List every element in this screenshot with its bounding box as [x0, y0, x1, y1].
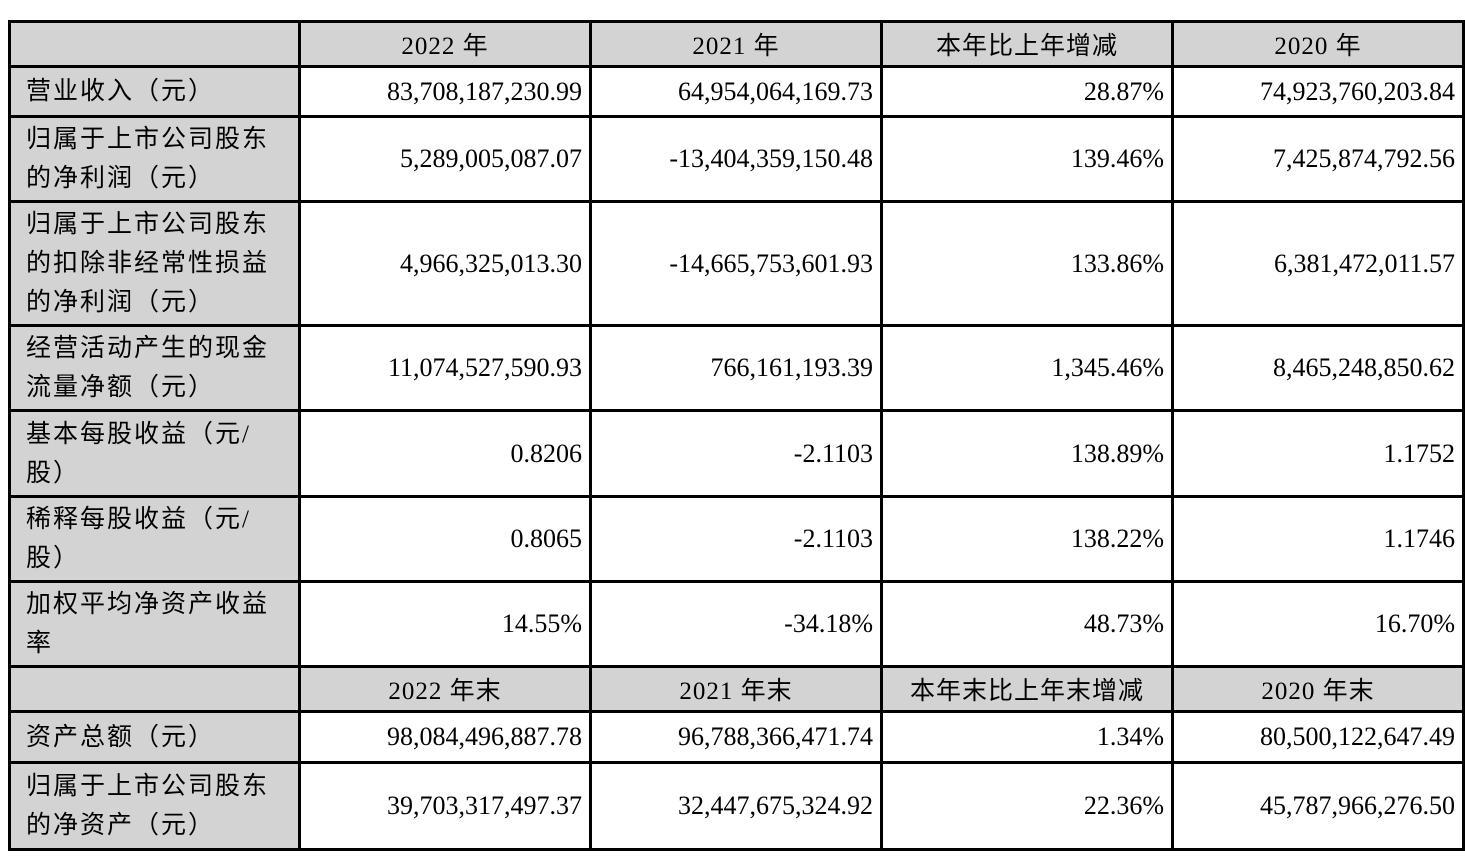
value-cell: 64,954,064,169.73 — [589, 65, 883, 118]
value-cell: 98,084,496,887.78 — [298, 710, 592, 764]
row-label-cell: 稀释每股收益（元/ 股） — [8, 495, 301, 583]
financial-summary-table: 2022 年 2021 年本年比上年增减 2020 年营业收入（元） 83,708,1… — [8, 20, 1465, 851]
value-cell: -2.1103 — [589, 495, 883, 583]
header-row: 2022 年 2021 年本年比上年增减 2020 年 — [8, 20, 1465, 68]
table-row: 经营活动产生的现金 流量净额（元） 11,074,527,590.93 766,16… — [8, 324, 1465, 412]
value-cell: 1.34% — [880, 710, 1174, 764]
column-header-cell: 本年比上年增减 — [880, 20, 1174, 68]
value-cell: 28.87% — [880, 65, 1174, 118]
value-cell: 7,425,874,792.56 — [1171, 115, 1465, 203]
value-cell: 16.70% — [1171, 580, 1465, 668]
table-row: 资产总额（元） 98,084,496,887.78 96,788,366,471.7… — [8, 710, 1465, 764]
row-label-cell: 营业收入（元） — [8, 65, 301, 118]
table-row: 稀释每股收益（元/ 股） 0.8065 -2.1103 138.22% 1.1746 — [8, 495, 1465, 583]
value-cell: -34.18% — [589, 580, 883, 668]
value-cell: 39,703,317,497.37 — [298, 761, 592, 851]
column-header-cell: 2020 年 — [1171, 20, 1465, 68]
column-header-cell: 2021 年末 — [589, 665, 883, 713]
value-cell: 8,465,248,850.62 — [1171, 324, 1465, 412]
row-label-cell: 归属于上市公司股东 的净利润（元） — [8, 115, 301, 203]
value-cell: -2.1103 — [589, 409, 883, 498]
table-row: 归属于上市公司股东 的扣除非经常性损益 的净利润（元） 4,966,325,013… — [8, 200, 1465, 327]
column-header-cell: 本年末比上年末增减 — [880, 665, 1174, 713]
header-empty-cell — [8, 665, 301, 713]
value-cell: 74,923,760,203.84 — [1171, 65, 1465, 118]
value-cell: -13,404,359,150.48 — [589, 115, 883, 203]
value-cell: 4,966,325,013.30 — [298, 200, 592, 327]
row-label-cell: 基本每股收益（元/ 股） — [8, 409, 301, 498]
value-cell: 1.1746 — [1171, 495, 1465, 583]
value-cell: -14,665,753,601.93 — [589, 200, 883, 327]
row-label-cell: 加权平均净资产收益 率 — [8, 580, 301, 668]
value-cell: 45,787,966,276.50 — [1171, 761, 1465, 851]
value-cell: 766,161,193.39 — [589, 324, 883, 412]
value-cell: 1.1752 — [1171, 409, 1465, 498]
table-row: 营业收入（元） 83,708,187,230.99 64,954,064,169.7… — [8, 65, 1465, 118]
column-header-cell: 2021 年 — [589, 20, 883, 68]
value-cell: 5,289,005,087.07 — [298, 115, 592, 203]
value-cell: 32,447,675,324.92 — [589, 761, 883, 851]
table-row: 基本每股收益（元/ 股） 0.8206 -2.1103 138.89% 1.1752 — [8, 409, 1465, 498]
row-label-cell: 归属于上市公司股东 的扣除非经常性损益 的净利润（元） — [8, 200, 301, 327]
header-empty-cell — [8, 20, 301, 68]
value-cell: 139.46% — [880, 115, 1174, 203]
value-cell: 22.36% — [880, 761, 1174, 851]
row-label-cell: 经营活动产生的现金 流量净额（元） — [8, 324, 301, 412]
value-cell: 48.73% — [880, 580, 1174, 668]
value-cell: 133.86% — [880, 200, 1174, 327]
header-row: 2022 年末 2021 年末 本年末比上年末增减 2020 年末 — [8, 665, 1465, 713]
table-row: 加权平均净资产收益 率 14.55% -34.18% 48.73% 16.70% — [8, 580, 1465, 668]
value-cell: 0.8206 — [298, 409, 592, 498]
value-cell: 0.8065 — [298, 495, 592, 583]
column-header-cell: 2022 年末 — [298, 665, 592, 713]
column-header-cell: 2020 年末 — [1171, 665, 1465, 713]
value-cell: 138.22% — [880, 495, 1174, 583]
column-header-cell: 2022 年 — [298, 20, 592, 68]
value-cell: 83,708,187,230.99 — [298, 65, 592, 118]
value-cell: 6,381,472,011.57 — [1171, 200, 1465, 327]
table-row: 归属于上市公司股东 的净资产（元） 39,703,317,497.37 32,447… — [8, 761, 1465, 851]
value-cell: 1,345.46% — [880, 324, 1174, 412]
value-cell: 14.55% — [298, 580, 592, 668]
value-cell: 96,788,366,471.74 — [589, 710, 883, 764]
value-cell: 138.89% — [880, 409, 1174, 498]
value-cell: 11,074,527,590.93 — [298, 324, 592, 412]
financial-table-body: 2022 年 2021 年本年比上年增减 2020 年营业收入（元） 83,708,1… — [8, 20, 1465, 851]
row-label-cell: 归属于上市公司股东 的净资产（元） — [8, 761, 301, 851]
row-label-cell: 资产总额（元） — [8, 710, 301, 764]
table-row: 归属于上市公司股东 的净利润（元） 5,289,005,087.07 -13,404… — [8, 115, 1465, 203]
value-cell: 80,500,122,647.49 — [1171, 710, 1465, 764]
